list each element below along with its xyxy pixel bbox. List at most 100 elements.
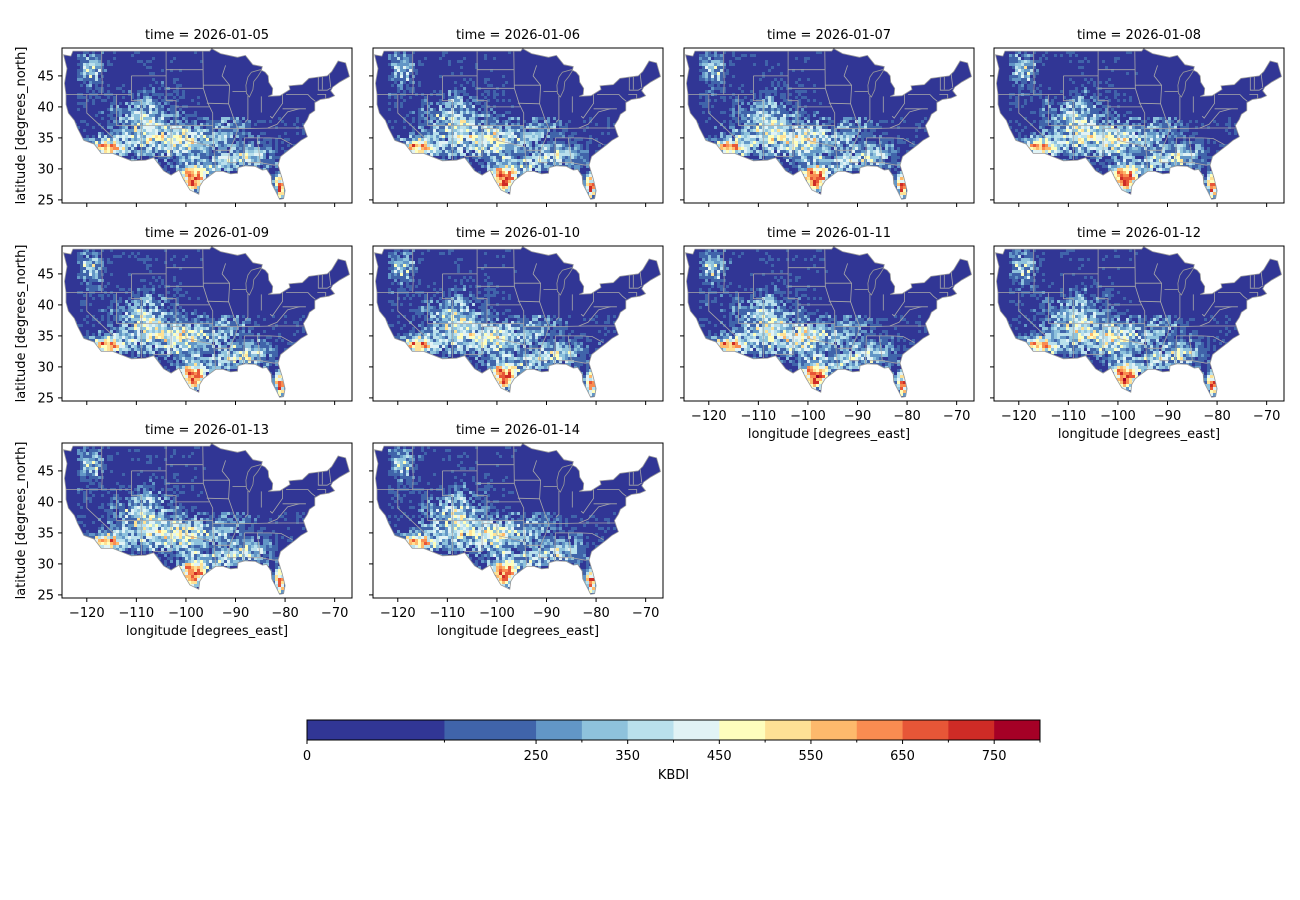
kbdi-cell [107,141,111,145]
kbdi-cell [104,144,108,148]
kbdi-cell [119,108,123,112]
kbdi-cell [320,132,324,136]
kbdi-cell [332,171,336,175]
kbdi-cell [254,150,258,154]
kbdi-cell [218,54,222,58]
kbdi-cell [233,72,237,76]
kbdi-cell [341,144,345,148]
kbdi-cell [251,90,255,94]
kbdi-cell [161,90,165,94]
kbdi-cell [197,81,201,85]
kbdi-cell [86,87,90,91]
kbdi-cell [164,105,168,109]
kbdi-cell [338,105,342,109]
kbdi-cell [74,105,78,109]
kbdi-cell [203,69,207,73]
kbdi-cell [173,72,177,76]
kbdi-cell [101,63,105,67]
kbdi-cell [191,147,195,151]
kbdi-cell [272,192,276,196]
kbdi-cell [254,108,258,112]
kbdi-cell [182,177,186,181]
kbdi-cell [305,180,309,184]
kbdi-cell [221,87,225,91]
kbdi-cell [206,117,210,121]
kbdi-cell [173,75,177,79]
kbdi-cell [194,117,198,121]
kbdi-cell [200,93,204,97]
kbdi-cell [182,132,186,136]
kbdi-cell [176,135,180,139]
kbdi-cell [65,192,69,196]
kbdi-cell [137,195,141,199]
kbdi-cell [80,69,84,73]
kbdi-cell [281,69,285,73]
kbdi-cell [173,111,177,115]
kbdi-cell [317,165,321,169]
kbdi-cell [341,198,345,200]
kbdi-cell [194,90,198,94]
kbdi-cell [344,138,348,142]
kbdi-cell [209,72,213,76]
kbdi-cell [329,189,333,193]
kbdi-cell [341,99,345,103]
kbdi-cell [317,126,321,130]
kbdi-cell [314,63,318,67]
kbdi-cell [212,123,216,127]
kbdi-cell [209,111,213,115]
kbdi-cell [236,51,240,55]
kbdi-cell [191,60,195,64]
kbdi-cell [80,126,84,130]
kbdi-cell [164,93,168,97]
kbdi-cell [83,168,87,172]
kbdi-cell [155,165,159,169]
kbdi-cell [140,75,144,79]
kbdi-cell [167,150,171,154]
kbdi-cell [296,72,300,76]
kbdi-cell [77,144,81,148]
kbdi-cell [164,87,168,91]
kbdi-cell [257,72,261,76]
kbdi-cell [338,147,342,151]
kbdi-cell [71,183,75,187]
kbdi-cell [113,150,117,154]
kbdi-cell [113,66,117,70]
kbdi-cell [254,99,258,103]
kbdi-cell [347,90,350,94]
kbdi-cell [209,162,213,166]
kbdi-cell [71,78,75,82]
kbdi-cell [116,84,120,88]
kbdi-cell [212,183,216,187]
kbdi-cell [131,123,135,127]
kbdi-cell [176,153,180,157]
kbdi-cell [74,57,78,61]
kbdi-cell [305,141,309,145]
kbdi-cell [149,159,153,163]
kbdi-cell [107,66,111,70]
kbdi-cell [344,123,348,127]
kbdi-cell [122,66,126,70]
kbdi-cell [170,69,174,73]
kbdi-cell [329,99,333,103]
kbdi-cell [308,99,312,103]
kbdi-cell [125,120,129,124]
kbdi-cell [77,117,81,121]
kbdi-cell [269,111,273,115]
kbdi-cell [167,198,171,200]
kbdi-cell [344,111,348,115]
kbdi-cell [134,90,138,94]
kbdi-cell [89,69,93,73]
kbdi-cell [101,66,105,70]
kbdi-cell [170,78,174,82]
kbdi-cell [332,192,336,196]
kbdi-cell [260,153,264,157]
kbdi-cell [239,168,243,172]
kbdi-cell [179,66,183,70]
kbdi-cell [311,78,315,82]
kbdi-cell [287,75,291,79]
kbdi-cell [164,75,168,79]
kbdi-cell [110,165,114,169]
kbdi-cell [80,75,84,79]
kbdi-cell [326,75,330,79]
kbdi-cell [323,108,327,112]
